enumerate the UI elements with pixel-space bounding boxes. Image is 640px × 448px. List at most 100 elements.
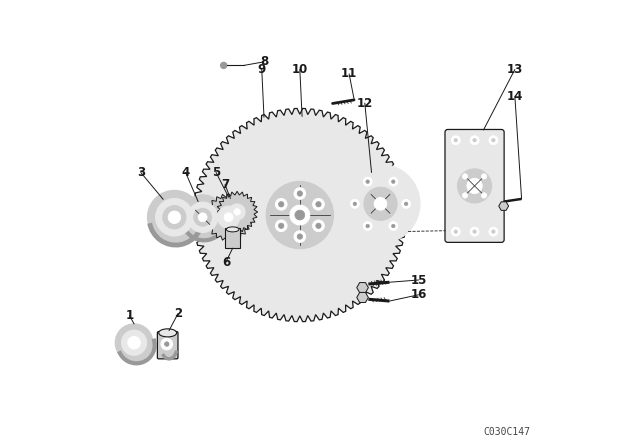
Circle shape — [458, 169, 492, 203]
Text: 15: 15 — [410, 273, 427, 287]
Circle shape — [115, 324, 153, 362]
Circle shape — [374, 198, 387, 210]
Circle shape — [363, 222, 372, 231]
Text: 2: 2 — [174, 307, 182, 320]
Circle shape — [275, 220, 287, 232]
Circle shape — [481, 174, 487, 179]
Circle shape — [297, 234, 303, 239]
Circle shape — [278, 223, 284, 228]
Circle shape — [161, 338, 173, 350]
Circle shape — [275, 198, 287, 210]
Circle shape — [492, 230, 495, 233]
Circle shape — [164, 342, 169, 346]
Circle shape — [389, 177, 398, 186]
Circle shape — [316, 202, 321, 207]
Circle shape — [389, 222, 398, 231]
Text: 7: 7 — [221, 178, 229, 191]
Text: 12: 12 — [356, 96, 373, 110]
Circle shape — [312, 220, 324, 232]
Circle shape — [489, 136, 498, 145]
Ellipse shape — [227, 227, 239, 232]
Circle shape — [297, 191, 303, 196]
Circle shape — [157, 215, 162, 220]
Circle shape — [164, 202, 170, 207]
Text: C030C147: C030C147 — [484, 427, 531, 437]
Circle shape — [366, 224, 369, 228]
Circle shape — [451, 136, 460, 145]
Circle shape — [224, 213, 233, 222]
Circle shape — [363, 177, 372, 186]
Circle shape — [188, 202, 218, 233]
Circle shape — [194, 208, 212, 226]
Circle shape — [290, 205, 310, 225]
Circle shape — [451, 227, 460, 236]
Text: 10: 10 — [292, 63, 308, 76]
Text: 9: 9 — [258, 63, 266, 76]
Circle shape — [392, 224, 395, 228]
Circle shape — [353, 202, 356, 206]
Polygon shape — [205, 194, 252, 241]
Circle shape — [489, 227, 498, 236]
Text: 3: 3 — [137, 166, 145, 179]
Circle shape — [467, 178, 482, 194]
Circle shape — [164, 228, 170, 233]
Circle shape — [294, 188, 306, 199]
Circle shape — [364, 187, 397, 220]
Circle shape — [198, 213, 207, 222]
Text: 1: 1 — [125, 309, 134, 323]
Circle shape — [470, 227, 479, 236]
Text: 8: 8 — [260, 55, 268, 69]
Circle shape — [454, 138, 458, 142]
Text: 5: 5 — [212, 166, 220, 179]
Circle shape — [266, 181, 333, 249]
Circle shape — [156, 198, 193, 236]
Circle shape — [163, 206, 186, 229]
Circle shape — [366, 180, 369, 183]
Circle shape — [492, 138, 495, 142]
FancyBboxPatch shape — [225, 228, 240, 248]
Polygon shape — [356, 293, 369, 302]
Circle shape — [454, 230, 458, 233]
Circle shape — [234, 209, 241, 215]
Circle shape — [350, 199, 359, 208]
FancyBboxPatch shape — [157, 332, 178, 359]
Circle shape — [341, 164, 420, 243]
Circle shape — [168, 211, 180, 224]
Text: 14: 14 — [507, 90, 523, 103]
Circle shape — [221, 62, 227, 69]
Circle shape — [295, 210, 305, 220]
Circle shape — [316, 223, 321, 228]
Circle shape — [473, 230, 476, 233]
Circle shape — [312, 198, 324, 210]
Circle shape — [187, 215, 192, 220]
Circle shape — [278, 202, 284, 207]
Text: 11: 11 — [341, 67, 357, 81]
Text: 6: 6 — [222, 255, 230, 269]
Circle shape — [221, 137, 378, 293]
Polygon shape — [193, 108, 406, 322]
Circle shape — [462, 193, 468, 198]
Circle shape — [218, 206, 240, 228]
Polygon shape — [499, 202, 509, 211]
FancyBboxPatch shape — [445, 129, 504, 242]
Polygon shape — [216, 191, 258, 233]
Circle shape — [179, 228, 185, 233]
Text: 16: 16 — [410, 288, 427, 302]
Circle shape — [122, 330, 147, 355]
Circle shape — [470, 136, 479, 145]
Ellipse shape — [159, 329, 177, 337]
Text: 4: 4 — [182, 166, 189, 179]
Circle shape — [392, 180, 395, 183]
Polygon shape — [356, 283, 369, 293]
Circle shape — [473, 138, 476, 142]
Circle shape — [462, 174, 468, 179]
Circle shape — [128, 336, 140, 349]
Circle shape — [229, 204, 245, 220]
Circle shape — [404, 202, 408, 206]
Circle shape — [180, 195, 225, 240]
Circle shape — [294, 231, 306, 242]
Circle shape — [179, 202, 185, 207]
Circle shape — [148, 190, 201, 244]
Text: 13: 13 — [507, 63, 523, 76]
Circle shape — [402, 199, 411, 208]
